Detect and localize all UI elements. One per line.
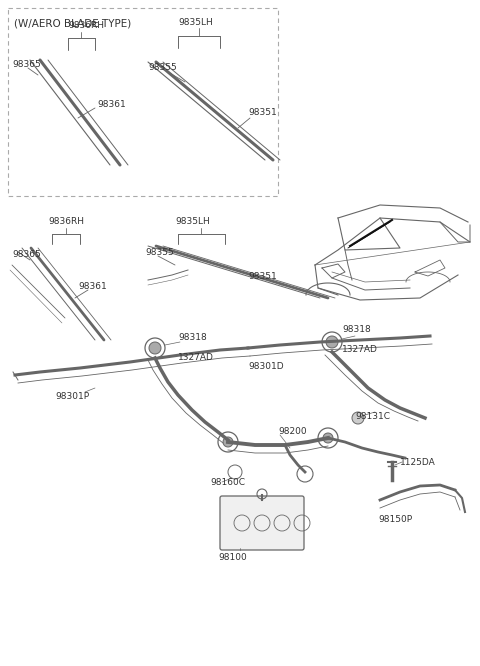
Text: 9836RH: 9836RH [48, 217, 84, 226]
Text: (W/AERO BLADE TYPE): (W/AERO BLADE TYPE) [14, 19, 131, 29]
FancyBboxPatch shape [220, 496, 304, 550]
Text: 98318: 98318 [342, 325, 371, 334]
Text: 1125DA: 1125DA [400, 458, 436, 467]
Circle shape [352, 412, 364, 424]
Text: 98361: 98361 [97, 100, 126, 109]
Text: 98355: 98355 [145, 248, 174, 257]
Circle shape [223, 437, 233, 447]
Bar [8, 8, 278, 196]
Text: 98318: 98318 [178, 333, 207, 342]
Text: 98200: 98200 [278, 427, 307, 436]
Text: 9835LH: 9835LH [175, 217, 210, 226]
Text: 1327AD: 1327AD [178, 353, 214, 362]
Circle shape [149, 342, 161, 354]
Text: 98301D: 98301D [248, 362, 284, 371]
Text: 98351: 98351 [248, 108, 277, 117]
Text: 98351: 98351 [248, 272, 277, 281]
Text: 98131C: 98131C [355, 412, 390, 421]
Circle shape [323, 433, 333, 443]
Text: 98361: 98361 [78, 282, 107, 291]
Text: 98100: 98100 [218, 553, 247, 562]
Text: 98160C: 98160C [210, 478, 245, 487]
Circle shape [326, 336, 338, 348]
Text: 9836RH: 9836RH [68, 21, 104, 30]
Text: 98355: 98355 [148, 63, 177, 72]
Text: 98301P: 98301P [55, 392, 89, 401]
Text: 98365: 98365 [12, 250, 41, 259]
Text: 9835LH: 9835LH [178, 18, 213, 27]
Text: 98150P: 98150P [378, 515, 412, 524]
Text: 1327AD: 1327AD [342, 345, 378, 354]
Text: 98365: 98365 [12, 60, 41, 69]
